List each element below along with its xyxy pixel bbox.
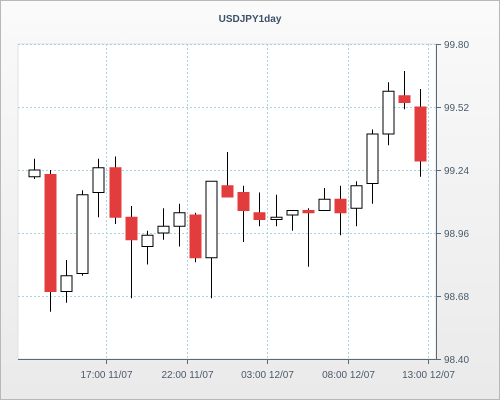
- candle: [28, 158, 41, 179]
- candle: [350, 181, 363, 227]
- chart-title: USDJPY1day: [219, 14, 282, 25]
- y-tick-label: 98.68: [444, 292, 469, 303]
- candle-body-down: [189, 214, 202, 259]
- candle-body-up: [382, 90, 395, 135]
- y-tick-label: 99.24: [444, 166, 469, 177]
- candle-body-down: [237, 192, 250, 211]
- x-tick-label: 03:00 12/07: [241, 370, 294, 381]
- candle: [237, 185, 250, 242]
- axes: 98.40 98.68 98.96 99.24 99.52 99.80 17:00 11/0…: [18, 40, 469, 381]
- y-tick-label: 98.96: [444, 229, 469, 240]
- candle-body-up: [173, 212, 186, 227]
- candle: [141, 230, 154, 265]
- candles-group: [28, 71, 427, 312]
- x-tick-label: 17:00 11/07: [80, 370, 133, 381]
- candle: [270, 194, 283, 227]
- candle: [302, 208, 315, 267]
- candle-body-up: [76, 194, 89, 274]
- candle-body-up: [205, 180, 218, 259]
- candle: [125, 206, 138, 299]
- candle-body-down: [302, 210, 315, 214]
- candle-body-down: [109, 167, 122, 218]
- x-tick-label: 13:00 12/07: [402, 370, 455, 381]
- candle-body-up: [92, 167, 105, 193]
- candle-body-up: [286, 210, 299, 216]
- candle-body-up: [60, 275, 73, 292]
- candle: [366, 129, 379, 204]
- candle: [109, 156, 122, 224]
- x-tick-label: 08:00 12/07: [322, 370, 375, 381]
- candle: [318, 188, 331, 211]
- candle: [286, 210, 299, 231]
- y-tick-label: 99.80: [444, 40, 469, 51]
- candle: [92, 158, 105, 218]
- y-tick-label: 99.52: [444, 103, 469, 114]
- candle-body-down: [414, 106, 427, 162]
- candle-body-up: [157, 225, 170, 234]
- candle: [60, 260, 73, 303]
- candle-body-up: [350, 185, 363, 209]
- candle-body-down: [398, 95, 411, 103]
- candle-body-up: [270, 216, 283, 220]
- candle: [334, 185, 347, 236]
- candle: [382, 82, 395, 146]
- candle: [414, 89, 427, 177]
- x-tick-label: 22:00 11/07: [161, 370, 214, 381]
- candle-body-down: [44, 174, 57, 292]
- candle: [221, 152, 234, 198]
- candle: [253, 192, 266, 227]
- candle: [173, 203, 186, 247]
- candle-body-down: [221, 185, 234, 198]
- candle-body-up: [141, 234, 154, 247]
- candle-body-down: [125, 216, 138, 241]
- candle: [189, 212, 202, 263]
- candle: [157, 208, 170, 240]
- y-tick-label: 98.40: [444, 355, 469, 366]
- candle: [205, 180, 218, 299]
- candle: [44, 170, 57, 312]
- candle: [398, 71, 411, 110]
- candle-body-up: [28, 169, 41, 178]
- candle-body-up: [318, 198, 331, 211]
- candle-body-up: [366, 133, 379, 184]
- candle-body-down: [334, 198, 347, 214]
- candle: [76, 190, 89, 276]
- candle-body-down: [253, 212, 266, 220]
